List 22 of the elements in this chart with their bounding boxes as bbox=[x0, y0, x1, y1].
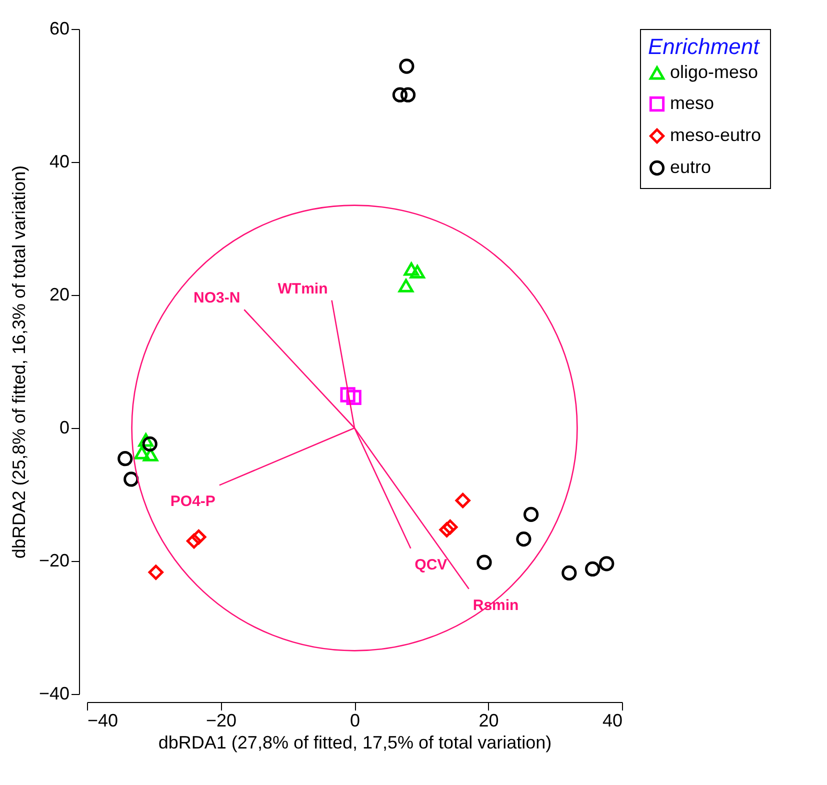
y-tick-label: −40 bbox=[38, 684, 70, 704]
x-tick-label: 40 bbox=[602, 710, 622, 730]
legend-label: meso-eutro bbox=[670, 125, 762, 145]
y-tick-label: 0 bbox=[59, 418, 70, 438]
x-tick-label: 20 bbox=[478, 710, 499, 730]
legend-title: Enrichment bbox=[648, 34, 760, 59]
y-tick-label: 40 bbox=[49, 152, 70, 172]
series-label: NO3-N bbox=[193, 290, 240, 307]
y-axis-title: dbRDA2 (25,8% of fitted, 16,3% of total variation) bbox=[8, 165, 29, 559]
y-tick-label: 60 bbox=[49, 18, 70, 38]
x-tick-label: 0 bbox=[350, 710, 360, 730]
series-label: PO4-P bbox=[170, 493, 216, 510]
x-tick-label: −40 bbox=[88, 710, 118, 730]
legend-label: eutro bbox=[670, 157, 712, 177]
y-tick-label: 20 bbox=[49, 284, 70, 304]
y-tick-label: −20 bbox=[38, 550, 70, 570]
x-axis-title: dbRDA1 (27,8% of fitted, 17,5% of total variation) bbox=[158, 732, 552, 752]
series-label: QCV bbox=[414, 556, 448, 574]
x-tick-label: −20 bbox=[206, 710, 237, 730]
series-label: WTmin bbox=[278, 280, 328, 298]
legend-label: meso bbox=[670, 93, 714, 113]
legend-label: oligo-meso bbox=[670, 62, 758, 82]
